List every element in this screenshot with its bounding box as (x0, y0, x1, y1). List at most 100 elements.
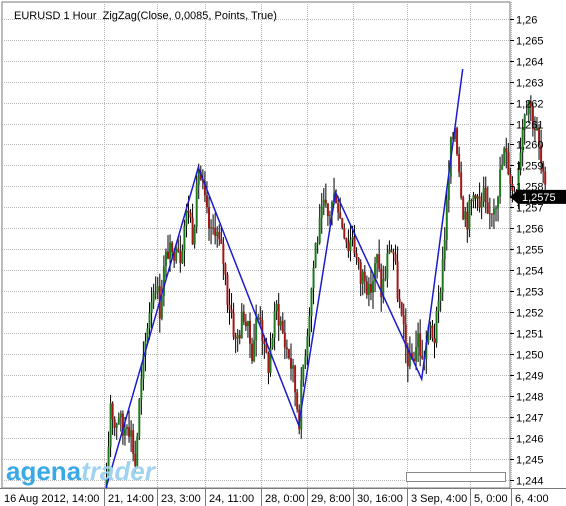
candle-body (164, 251, 167, 267)
candle-body (119, 413, 122, 418)
candle-body (482, 187, 485, 202)
candle-body (275, 303, 278, 312)
candle-body (115, 424, 118, 428)
candle-body (527, 101, 530, 115)
candle-body (511, 183, 514, 191)
candle-body (255, 318, 258, 341)
candle-body (234, 336, 237, 339)
candle-body (331, 201, 333, 215)
candle-body (105, 478, 108, 488)
candle-body (310, 288, 313, 317)
candle-body (154, 292, 157, 294)
candle-body (273, 311, 276, 338)
candle-body (148, 312, 151, 329)
candle-body (536, 127, 538, 131)
x-tick-label: 21, 14:00 (108, 493, 154, 505)
candle-body (136, 436, 139, 466)
candle-body (525, 114, 528, 116)
candle-body (269, 347, 272, 373)
candle-body (357, 258, 360, 263)
candle-body (121, 413, 124, 436)
candle-body (392, 251, 395, 255)
candle-body (519, 152, 522, 171)
candle-body (488, 213, 491, 215)
candle-body (220, 239, 223, 244)
candle-body (109, 403, 112, 447)
axes: 1,244 1,245 1,246 1,247 1,248 1,249 1,250 1,251… (0, 15, 566, 506)
candle-body (185, 210, 188, 226)
candle-body (281, 321, 284, 333)
candle-body (203, 181, 206, 196)
candle-body (257, 317, 260, 319)
candle-body (529, 101, 532, 107)
candle-body (507, 152, 510, 175)
candle-body (173, 252, 176, 261)
candle-body (386, 253, 389, 279)
candle-body (306, 336, 309, 357)
candle-body (503, 148, 506, 165)
candle-body (312, 267, 315, 289)
candle-body (162, 266, 165, 297)
candle-body (195, 184, 198, 227)
candle-body (441, 259, 444, 293)
candle-body (230, 309, 233, 313)
x-tick-label: 24, 11:00 (209, 493, 254, 505)
y-tick-label: 1,255 (516, 245, 544, 257)
candle-body (353, 237, 356, 254)
candle-body (406, 347, 409, 367)
candle-body (410, 352, 413, 359)
candle-body (490, 213, 493, 215)
candle-body (208, 207, 210, 229)
candle-body (445, 200, 448, 240)
candle-body (400, 302, 403, 316)
chart-title: EURUSD 1 Hour ZigZag(Close, 0,0085, Poin… (14, 10, 277, 22)
candle-body (177, 248, 180, 252)
candle-body (380, 269, 383, 298)
candle-body (259, 317, 262, 321)
candle-body (415, 346, 418, 362)
candle-body (402, 315, 405, 325)
candle-body (240, 311, 243, 339)
candle-body (492, 208, 495, 215)
candle-body (341, 218, 344, 228)
x-tick-label: 3 Sep, 4:00 (411, 493, 467, 505)
candle-body (123, 428, 126, 436)
candle-body (497, 196, 500, 209)
y-tick-label: 1,260 (516, 140, 544, 152)
candle-body (271, 337, 274, 348)
candle-body (376, 254, 379, 264)
candle-body (232, 312, 235, 337)
candle-body (365, 281, 368, 295)
candle-body (326, 203, 329, 217)
y-tick-label: 1,264 (516, 57, 544, 69)
candle-body (292, 365, 295, 369)
candle-body (372, 281, 374, 293)
candle-body (367, 283, 370, 295)
candle-body (421, 355, 424, 359)
candle-body (328, 214, 331, 217)
candle-body (189, 212, 192, 218)
candle-body (478, 196, 481, 208)
candle-body (486, 202, 489, 214)
candle-body (144, 341, 147, 355)
candle-body (130, 430, 133, 437)
candle-body (191, 217, 194, 245)
chart-scrollbar[interactable] (406, 472, 506, 482)
candle-body (462, 197, 465, 220)
candle-body (431, 325, 434, 339)
candle-body (210, 227, 213, 229)
candles (105, 95, 547, 490)
candle-body (246, 320, 249, 327)
y-tick-label: 1,250 (516, 350, 544, 362)
y-tick-label: 1,246 (516, 434, 544, 446)
candle-body (214, 228, 217, 236)
candle-body (542, 163, 545, 172)
candle-body (347, 242, 350, 251)
candle-body (408, 352, 411, 367)
candle-body (324, 199, 327, 204)
candle-body (238, 334, 241, 339)
candle-body (447, 176, 450, 201)
candle-body (296, 392, 299, 410)
